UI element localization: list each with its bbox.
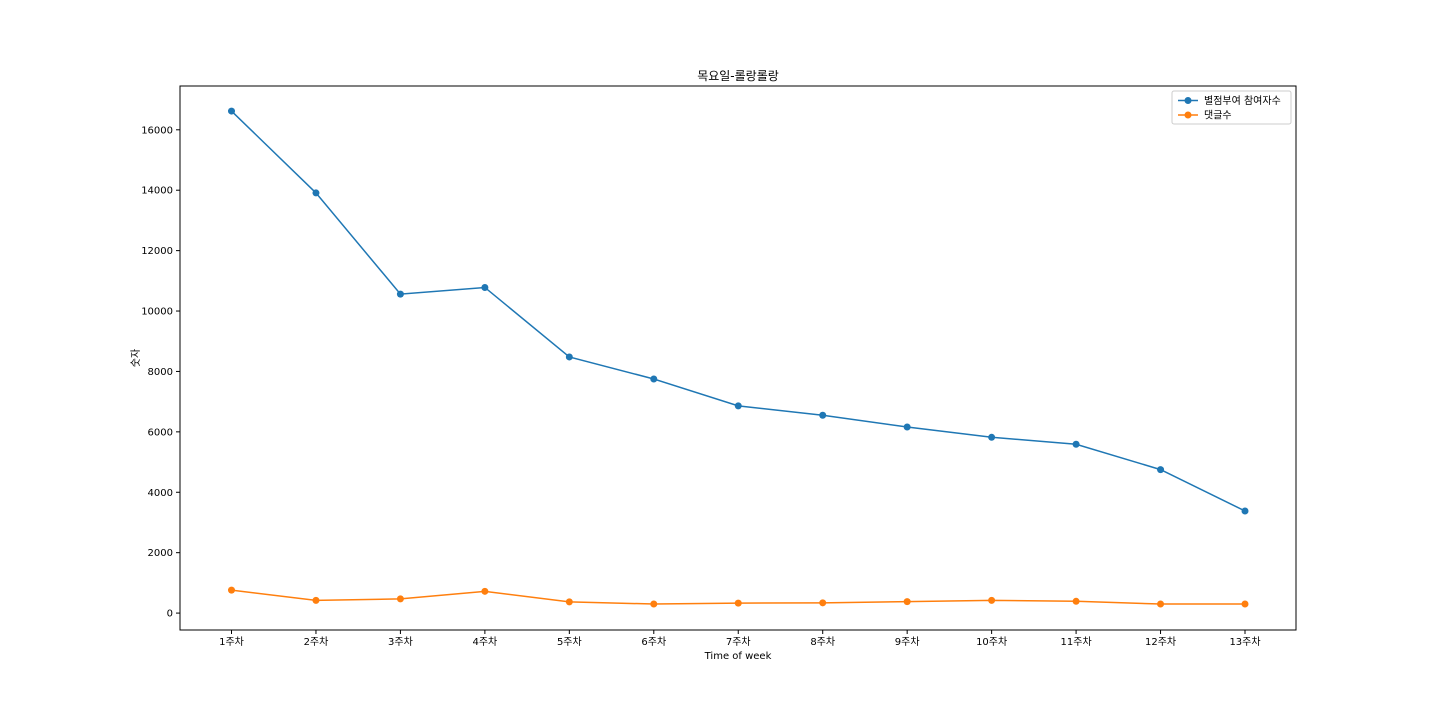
y-tick-label: 0 (167, 609, 173, 620)
data-point-series-1 (396, 595, 404, 603)
data-point-series-0 (1072, 440, 1080, 448)
y-tick-label: 8000 (148, 367, 173, 378)
data-point-series-0 (903, 423, 911, 431)
chart-title: 목요일-롤랑롤랑 (697, 69, 779, 83)
data-point-series-1 (1072, 597, 1080, 605)
data-point-series-0 (565, 353, 573, 361)
x-tick-label: 13주차 (1229, 636, 1260, 648)
x-tick-label: 8주차 (810, 636, 835, 648)
y-tick-label: 4000 (148, 488, 173, 499)
data-point-series-1 (819, 599, 827, 607)
x-tick-label: 9주차 (895, 636, 920, 648)
data-point-series-0 (396, 290, 404, 298)
data-point-series-1 (565, 598, 573, 606)
y-tick-label: 6000 (148, 427, 173, 438)
data-point-series-1 (650, 600, 658, 608)
x-tick-label: 2주차 (304, 636, 329, 648)
x-tick-label: 4주차 (472, 636, 497, 648)
legend-marker-1 (1184, 111, 1192, 119)
legend-box (1171, 90, 1292, 125)
data-point-series-0 (1157, 466, 1165, 474)
x-tick-label: 5주차 (557, 636, 582, 648)
x-axis-label: Time of week (704, 651, 772, 662)
y-tick-label: 10000 (141, 307, 173, 318)
data-point-series-1 (481, 587, 489, 595)
x-tick-label: 6주차 (641, 636, 666, 648)
x-tick-label: 3주차 (388, 636, 413, 648)
y-tick-label: 12000 (141, 246, 173, 257)
data-point-series-1 (1241, 600, 1249, 608)
x-tick-label: 10주차 (976, 636, 1007, 648)
data-point-series-0 (481, 283, 489, 291)
data-point-series-0 (819, 411, 827, 419)
data-point-series-0 (650, 375, 658, 383)
data-point-series-1 (734, 599, 742, 607)
y-tick-label: 14000 (141, 186, 173, 197)
data-point-series-1 (988, 596, 996, 604)
data-point-series-1 (1157, 600, 1165, 608)
legend-marker-0 (1184, 97, 1192, 104)
data-point-series-0 (228, 107, 235, 115)
legend-entry-0: 별점부여 참여자수 (1204, 95, 1281, 107)
data-point-series-0 (734, 402, 742, 410)
x-tick-label: 11주차 (1061, 636, 1092, 648)
y-tick-label: 16000 (141, 125, 173, 136)
data-point-series-0 (988, 433, 996, 441)
data-point-series-1 (228, 586, 235, 594)
x-tick-label: 7주차 (726, 636, 751, 648)
x-tick-label: 1주차 (219, 636, 244, 648)
y-tick-label: 2000 (148, 548, 173, 559)
data-point-series-1 (312, 596, 320, 604)
x-tick-label: 12주차 (1145, 636, 1176, 648)
y-axis-label: 숫자 (130, 349, 142, 367)
data-point-series-0 (312, 189, 320, 197)
data-point-series-0 (1241, 507, 1249, 515)
data-point-series-1 (903, 598, 911, 606)
legend-entry-1: 댓글수 (1204, 110, 1232, 122)
plot-area: 0 2000 4000 6000 8000 10000 12000 14000 16000 1주차… (141, 85, 1297, 648)
